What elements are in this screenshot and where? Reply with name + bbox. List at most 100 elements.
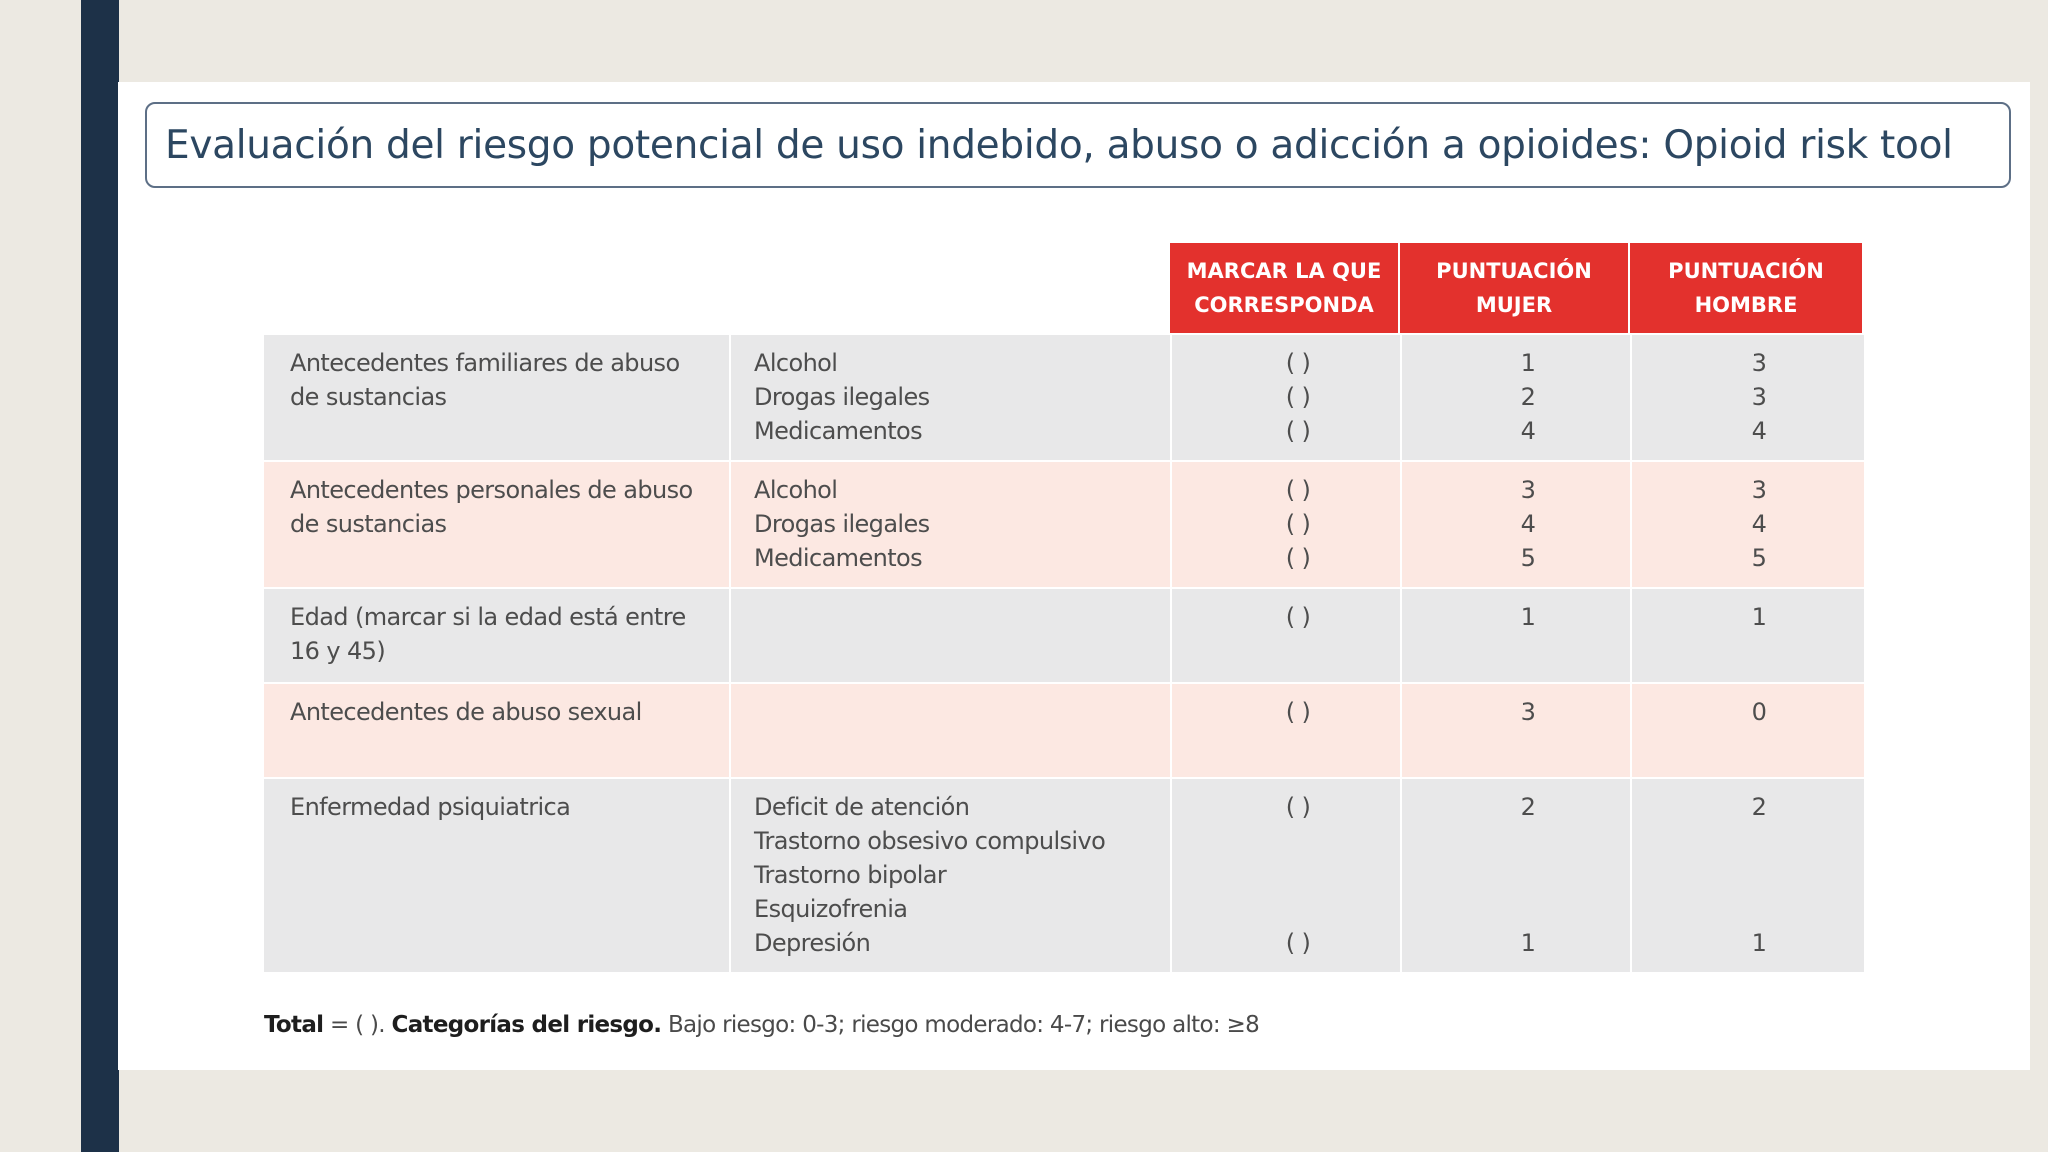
header-mark-line-1: MARCAR LA QUE — [1186, 259, 1382, 283]
column-divider — [1630, 335, 1632, 460]
men-score: 3 — [1751, 383, 1767, 411]
row-category: Antecedentes familiares de abuso de sust… — [290, 349, 680, 411]
checkbox-mark[interactable]: ( ) — [1285, 383, 1311, 411]
men-score — [1645, 824, 1873, 858]
row-item: Alcohol — [754, 349, 838, 377]
women-score: 3 — [1520, 476, 1536, 504]
checkbox-mark[interactable]: ( ) — [1285, 544, 1311, 572]
left-accent-bar — [81, 0, 119, 1152]
column-divider — [729, 684, 731, 777]
women-score: 1 — [1520, 349, 1536, 377]
column-divider — [1630, 684, 1632, 777]
men-score: 1 — [1751, 929, 1767, 957]
column-men: 0 — [1645, 695, 1873, 729]
table-footer: Total = ( ). Categorías del riesgo. Bajo… — [264, 1012, 1260, 1038]
header-men-score: PUNTUACIÓN HOMBRE — [1630, 243, 1862, 333]
column-women: 3 — [1414, 695, 1642, 729]
women-score: 4 — [1520, 510, 1536, 538]
column-divider — [1170, 462, 1172, 587]
column-divider — [729, 462, 731, 587]
women-score — [1414, 824, 1642, 858]
checkbox-mark[interactable] — [1184, 858, 1412, 892]
column-divider — [1630, 779, 1632, 972]
total-value: = ( ). — [329, 1012, 386, 1038]
row-item: Trastorno bipolar — [754, 861, 947, 889]
row-category: Enfermedad psiquiatrica — [290, 793, 571, 821]
column-divider — [729, 779, 731, 972]
row-item: Medicamentos — [754, 544, 923, 572]
header-women-line-1: PUNTUACIÓN — [1436, 259, 1592, 283]
row-item: Deficit de atención — [754, 793, 970, 821]
column-items: Deficit de atención Trastorno obsesivo co… — [754, 790, 1174, 960]
table-row: Edad (marcar si la edad está entre 16 y … — [264, 589, 1864, 682]
table-row: Antecedentes de abuso sexual ( ) 3 0 — [264, 684, 1864, 777]
column-divider — [729, 335, 731, 460]
women-score: 5 — [1520, 544, 1536, 572]
women-score: 3 — [1520, 698, 1536, 726]
column-women: 1 — [1414, 600, 1642, 634]
women-score: 4 — [1520, 417, 1536, 445]
column-women: 1 2 4 — [1414, 346, 1642, 448]
women-score: 2 — [1520, 383, 1536, 411]
row-item: Drogas ilegales — [754, 383, 930, 411]
checkbox-mark[interactable]: ( ) — [1285, 929, 1311, 957]
column-women: 3 4 5 — [1414, 473, 1642, 575]
checkbox-mark[interactable]: ( ) — [1285, 698, 1311, 726]
risk-categories-label: Categorías del riesgo. — [391, 1012, 662, 1038]
column-divider — [1400, 589, 1402, 682]
column-marks: ( ) ( ) — [1184, 790, 1412, 960]
checkbox-mark[interactable]: ( ) — [1285, 476, 1311, 504]
header-mark: MARCAR LA QUE CORRESPONDA — [1170, 243, 1398, 333]
women-score — [1414, 858, 1642, 892]
header-mark-line-2: CORRESPONDA — [1194, 293, 1374, 317]
column-divider — [1170, 335, 1172, 460]
men-score: 1 — [1751, 603, 1767, 631]
checkbox-mark[interactable]: ( ) — [1285, 510, 1311, 538]
slide-title: Evaluación del riesgo potencial de uso i… — [165, 122, 1953, 168]
column-divider — [1170, 684, 1172, 777]
women-score: 2 — [1520, 793, 1536, 821]
row-item: Esquizofrenia — [754, 895, 908, 923]
row-category: Antecedentes de abuso sexual — [290, 698, 642, 726]
women-score: 1 — [1520, 929, 1536, 957]
men-score: 2 — [1751, 793, 1767, 821]
column-items: Alcohol Drogas ilegales Medicamentos — [754, 346, 1174, 448]
column-marks: ( ) ( ) ( ) — [1184, 346, 1412, 448]
column-divider — [1400, 335, 1402, 460]
checkbox-mark[interactable] — [1184, 892, 1412, 926]
men-score — [1645, 858, 1873, 892]
women-score — [1414, 892, 1642, 926]
risk-categories-text: Bajo riesgo: 0-3; riesgo moderado: 4-7; … — [667, 1012, 1260, 1038]
header-men-line-2: HOMBRE — [1694, 293, 1798, 317]
column-divider — [1170, 589, 1172, 682]
men-score: 3 — [1751, 476, 1767, 504]
row-item: Depresión — [754, 929, 871, 957]
checkbox-mark[interactable]: ( ) — [1285, 349, 1311, 377]
checkbox-mark[interactable]: ( ) — [1285, 417, 1311, 445]
row-item: Drogas ilegales — [754, 510, 930, 538]
table-row: Antecedentes familiares de abuso de sust… — [264, 335, 1864, 460]
slide-card: Evaluación del riesgo potencial de uso i… — [118, 82, 2030, 1070]
checkbox-mark[interactable] — [1184, 824, 1412, 858]
title-box: Evaluación del riesgo potencial de uso i… — [145, 102, 2011, 188]
column-men: 3 3 4 — [1645, 346, 1873, 448]
women-score: 1 — [1520, 603, 1536, 631]
men-score: 0 — [1751, 698, 1767, 726]
checkbox-mark[interactable]: ( ) — [1285, 793, 1311, 821]
checkbox-mark[interactable]: ( ) — [1285, 603, 1311, 631]
total-label: Total — [264, 1012, 324, 1038]
row-category: Antecedentes personales de abuso de sust… — [290, 476, 693, 538]
column-divider — [1400, 462, 1402, 587]
column-divider — [1630, 462, 1632, 587]
row-item: Medicamentos — [754, 417, 923, 445]
men-score — [1645, 892, 1873, 926]
men-score: 4 — [1751, 417, 1767, 445]
header-women-line-2: MUJER — [1475, 293, 1553, 317]
row-item: Alcohol — [754, 476, 838, 504]
column-divider — [1400, 684, 1402, 777]
header-men-line-1: PUNTUACIÓN — [1668, 259, 1824, 283]
column-men: 1 — [1645, 600, 1873, 634]
men-score: 5 — [1751, 544, 1767, 572]
